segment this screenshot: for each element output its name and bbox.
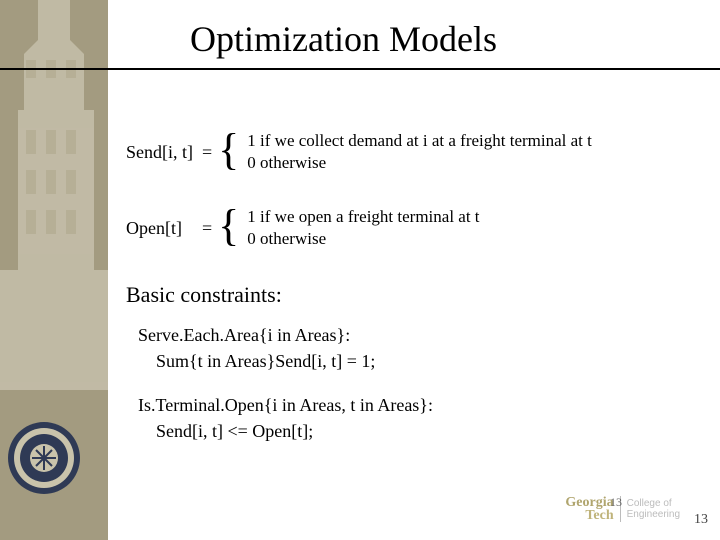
case-line: 0 otherwise [247, 153, 326, 172]
seal-icon [8, 422, 80, 494]
college-label: College of Engineering [627, 498, 680, 520]
def-lhs: Send[i, t] [126, 142, 200, 163]
definition-open: Open[t] = { 1 if we open a freight termi… [126, 206, 700, 250]
equals-sign: = [200, 142, 218, 163]
title-rule [0, 68, 720, 70]
equals-sign: = [200, 218, 218, 239]
constraint-head: Serve.Each.Area{i in Areas}: [138, 325, 350, 345]
section-heading: Basic constraints: [126, 282, 700, 308]
case-line: 0 otherwise [247, 229, 326, 248]
constraint-serve-each-area: Serve.Each.Area{i in Areas}: Sum{t in Ar… [138, 322, 700, 374]
background-strip [0, 0, 108, 540]
slide-body: Send[i, t] = { 1 if we collect demand at… [126, 130, 700, 444]
brace-icon: { [218, 130, 247, 170]
constraint-head: Is.Terminal.Open{i in Areas, t in Areas}… [138, 395, 433, 415]
constraint-body: Send[i, t] <= Open[t]; [156, 418, 700, 444]
logo-line2: Tech [585, 508, 613, 523]
constraint-body: Sum{t in Areas}Send[i, t] = 1; [156, 348, 700, 374]
page-number-inner: 13 [610, 495, 622, 510]
case-line: 1 if we open a freight terminal at t [247, 207, 479, 226]
def-cases: 1 if we open a freight terminal at t 0 o… [247, 206, 479, 250]
definition-send: Send[i, t] = { 1 if we collect demand at… [126, 130, 700, 174]
brace-icon: { [218, 206, 247, 246]
footer-logo: Georgia Tech College of Engineering [565, 496, 680, 522]
building-illustration [0, 0, 108, 540]
def-cases: 1 if we collect demand at i at a freight… [247, 130, 592, 174]
gt-wordmark: Georgia Tech [565, 496, 613, 522]
case-line: 1 if we collect demand at i at a freight… [247, 131, 592, 150]
spacer [126, 374, 700, 392]
constraint-is-terminal-open: Is.Terminal.Open{i in Areas, t in Areas}… [138, 392, 700, 444]
def-lhs: Open[t] [126, 218, 200, 239]
slide-title: Optimization Models [190, 18, 497, 60]
slide: Optimization Models Send[i, t] = { 1 if … [0, 0, 720, 540]
coe-line1: College of [627, 498, 672, 509]
coe-line2: Engineering [627, 509, 680, 520]
page-number-outer: 13 [694, 512, 708, 528]
